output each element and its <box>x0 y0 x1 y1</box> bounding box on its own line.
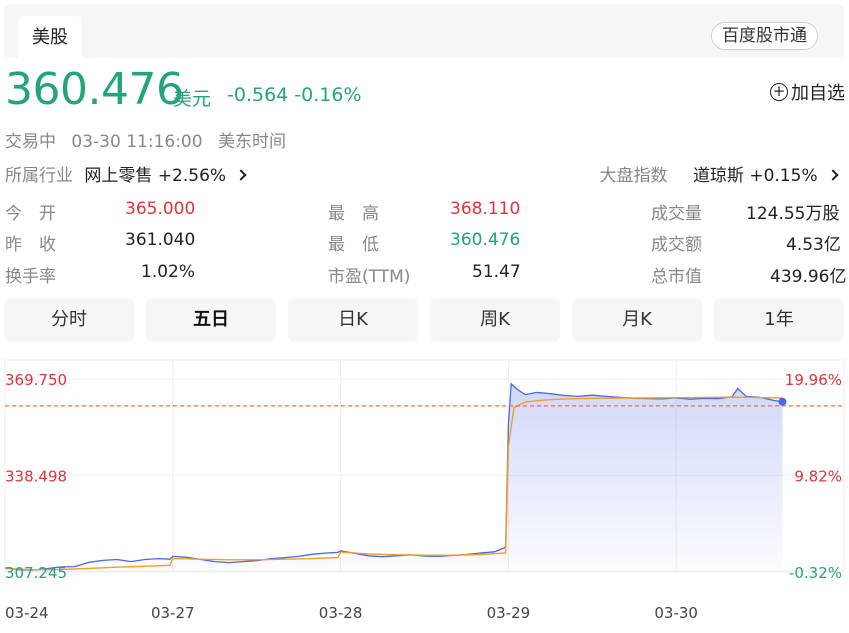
industry-link[interactable]: 所属行业 网上零售 +2.56% <box>5 161 248 186</box>
price-area <box>5 383 783 571</box>
period-tabs: 分时 五日 日K 周K 月K 1年 <box>4 298 844 342</box>
industry-name: 网上零售 <box>84 166 153 186</box>
tab-weekly-k[interactable]: 周K <box>430 298 560 342</box>
chart-series <box>4 382 844 571</box>
y-tick-label-right: 19.96% <box>785 371 842 389</box>
stat-turnover: 换手率 1.02% <box>5 262 195 287</box>
stat-label: 成交量 <box>651 204 702 224</box>
index-change: +0.15% <box>749 166 818 186</box>
x-tick-label: 03-28 <box>319 604 363 622</box>
tab-intraday[interactable]: 分时 <box>4 298 134 342</box>
stat-value: 51.47 <box>472 262 521 282</box>
stat-market-cap: 总市值 439.96亿 <box>651 262 846 287</box>
market-tab-bar: 美股 百度股市通 <box>4 4 844 60</box>
tab-monthly-k[interactable]: 月K <box>572 298 702 342</box>
y-tick-label-left: 307.245 <box>5 564 67 582</box>
tab-five-day[interactable]: 五日 <box>146 298 276 342</box>
x-tick-label: 03-24 <box>5 604 49 622</box>
stat-value: 361.040 <box>125 230 196 250</box>
stat-value: 124.55万股 <box>746 204 840 224</box>
chevron-right-icon <box>235 169 248 181</box>
industry-change: +2.56% <box>157 166 227 186</box>
add-watchlist-button[interactable]: + 加自选 <box>770 79 845 105</box>
stat-value: 1.02% <box>141 262 196 282</box>
y-tick-label-right: -0.32% <box>789 564 842 582</box>
y-tick-label-left: 338.498 <box>5 468 67 486</box>
stat-value: 368.110 <box>450 199 521 219</box>
time-zone: 美东时间 <box>217 132 286 152</box>
baidu-stock-badge[interactable]: 百度股市通 <box>711 22 818 50</box>
y-tick-label-right: 9.82% <box>794 468 842 486</box>
add-watchlist-label: 加自选 <box>791 83 845 104</box>
stat-value: 360.476 <box>450 230 521 250</box>
avg-line <box>4 396 783 571</box>
stat-value: 4.53亿 <box>786 235 841 255</box>
stat-prev-close: 昨 收 361.040 <box>5 230 195 255</box>
index-label: 大盘指数 <box>599 166 668 186</box>
market-index-link[interactable]: 大盘指数 道琼斯 +0.15% <box>599 161 839 186</box>
index-name: 道琼斯 <box>692 166 744 186</box>
five-day-chart[interactable]: 369.750 338.498 307.245 19.96% 9.82% -0.32% 03… <box>0 354 849 633</box>
stat-value: 439.96亿 <box>770 267 847 287</box>
x-tick-label: 03-29 <box>487 604 531 622</box>
stat-low: 最 低 360.476 <box>328 230 520 255</box>
stat-value: 365.000 <box>125 199 196 219</box>
x-tick-label: 03-27 <box>151 604 195 622</box>
stat-label: 今 开 <box>5 204 56 224</box>
stat-high: 最 高 368.110 <box>328 199 520 224</box>
stat-volume: 成交量 124.55万股 <box>651 199 839 224</box>
stat-label: 最 低 <box>328 235 379 255</box>
price-unit: 美元 <box>173 88 212 110</box>
chart-labels: 369.750 338.498 307.245 19.96% 9.82% -0.32% 03… <box>5 371 842 622</box>
stat-label: 总市值 <box>651 267 702 287</box>
stat-label: 市盈(TTM) <box>328 267 411 287</box>
price-change: -0.564 -0.16% <box>227 84 362 106</box>
trading-state: 交易中 <box>5 132 56 152</box>
tab-one-year[interactable]: 1年 <box>714 298 844 342</box>
trading-status: 交易中 03-30 11:16:00 美东时间 <box>5 127 296 152</box>
x-tick-label: 03-30 <box>654 604 698 622</box>
industry-label: 所属行业 <box>5 166 73 186</box>
quote-time: 03-30 11:16:00 <box>71 132 203 152</box>
change-amount: -0.564 <box>227 84 289 106</box>
chevron-right-icon <box>827 169 839 181</box>
stat-label: 最 高 <box>328 204 379 224</box>
y-tick-label-left: 369.750 <box>5 371 67 389</box>
stat-label: 换手率 <box>5 267 56 287</box>
stat-label: 昨 收 <box>5 235 56 255</box>
current-price: 360.476 <box>5 64 184 115</box>
tab-daily-k[interactable]: 日K <box>288 298 418 342</box>
stat-open: 今 开 365.000 <box>5 199 195 224</box>
stat-label: 成交额 <box>651 235 702 255</box>
tab-us-stocks[interactable]: 美股 <box>18 16 82 60</box>
current-price-dot <box>778 397 787 406</box>
stat-pe: 市盈(TTM) 51.47 <box>328 262 521 287</box>
stat-amount: 成交额 4.53亿 <box>651 230 841 255</box>
plus-circle-icon: + <box>770 83 788 101</box>
change-percent: -0.16% <box>294 84 362 106</box>
